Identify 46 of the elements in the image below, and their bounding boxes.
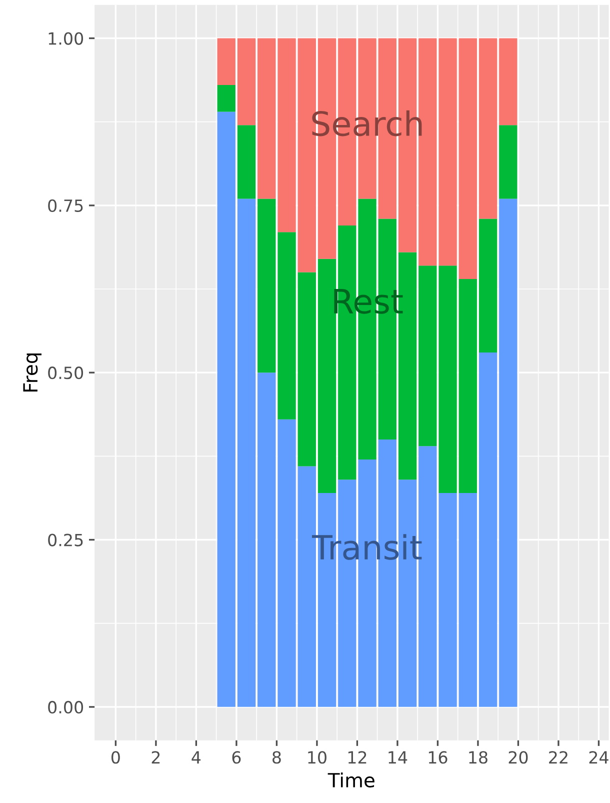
bar bbox=[499, 198, 518, 707]
x-tick-label: 18 bbox=[469, 751, 488, 764]
x-tick-label: 0 bbox=[111, 751, 120, 764]
bar bbox=[478, 38, 498, 219]
x-axis-title: Time bbox=[328, 772, 374, 788]
x-tick-label: 2 bbox=[152, 751, 160, 764]
y-axis-title: Freq bbox=[23, 354, 42, 392]
bar bbox=[217, 38, 236, 86]
bar bbox=[217, 85, 236, 112]
bar bbox=[258, 198, 276, 373]
bar bbox=[458, 38, 477, 279]
x-tick-label: 24 bbox=[589, 751, 608, 764]
bar bbox=[278, 38, 296, 232]
bar bbox=[258, 38, 276, 199]
y-tick-label: 0.25 bbox=[48, 534, 83, 546]
y-tick-label: 1.00 bbox=[48, 32, 84, 45]
y-tick-label: 0.50 bbox=[48, 366, 84, 380]
x-tick-label: 14 bbox=[388, 751, 408, 764]
x-tick-label: 4 bbox=[192, 751, 201, 764]
bar bbox=[278, 232, 296, 420]
y-tick-label: 0.75 bbox=[48, 199, 83, 212]
bar bbox=[438, 266, 457, 493]
y-tick-label: 0.00 bbox=[48, 700, 84, 714]
bar bbox=[278, 419, 296, 707]
bar bbox=[499, 125, 518, 199]
bar bbox=[438, 38, 457, 266]
x-tick-label: 8 bbox=[272, 751, 281, 764]
bar bbox=[217, 112, 236, 707]
bar bbox=[298, 272, 316, 466]
bar bbox=[478, 218, 498, 353]
bar bbox=[418, 266, 437, 446]
bar bbox=[258, 372, 276, 707]
bar bbox=[438, 492, 457, 707]
bar bbox=[237, 38, 256, 126]
bar bbox=[499, 38, 518, 126]
bar bbox=[237, 198, 256, 707]
bar bbox=[458, 492, 477, 707]
x-tick-label: 20 bbox=[508, 751, 528, 764]
bar bbox=[237, 125, 256, 199]
x-tick-label: 16 bbox=[428, 751, 448, 764]
x-tick-label: 10 bbox=[308, 751, 326, 764]
x-tick-label: 12 bbox=[348, 751, 366, 764]
x-tick-label: 22 bbox=[549, 751, 568, 764]
x-tick-label: 6 bbox=[232, 751, 241, 764]
bar bbox=[458, 278, 477, 493]
bar bbox=[478, 352, 498, 707]
